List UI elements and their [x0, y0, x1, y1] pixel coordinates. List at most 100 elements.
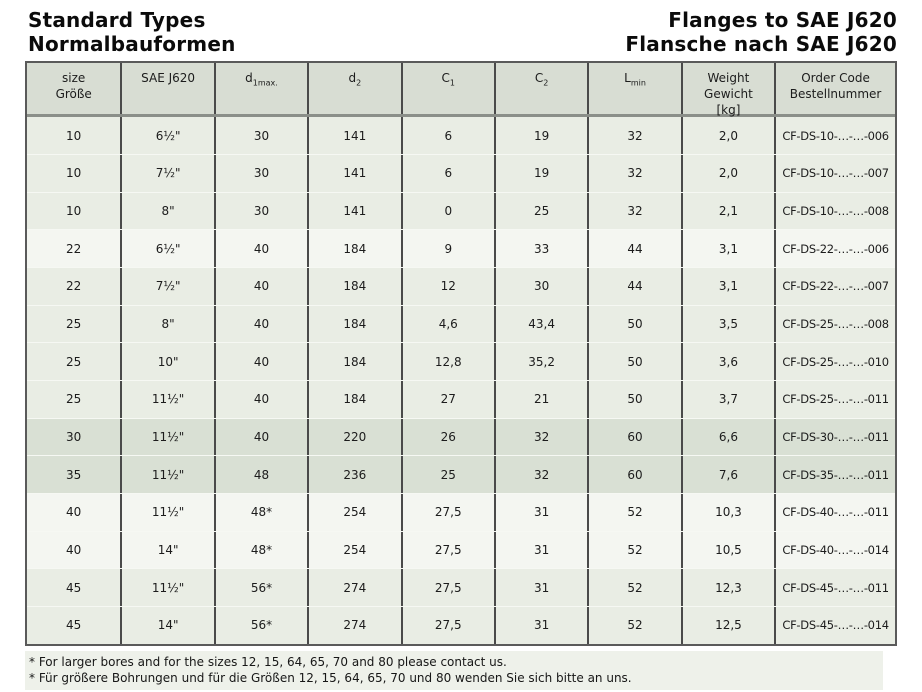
cell-size: 10	[27, 192, 121, 230]
cell-c2: 21	[493, 381, 588, 418]
cell-c1: 26	[400, 418, 494, 456]
cell-weight: 2,0	[680, 154, 775, 192]
cell-size: 40	[27, 531, 121, 569]
cell-c2: 32	[493, 456, 588, 494]
cell-weight: 3,1	[680, 267, 775, 305]
table-row: 22 7½" 40 184 12 30 44 3,1 CF-DS-22-…-…-007	[27, 266, 895, 305]
cell-c2: 31	[493, 531, 588, 569]
cell-d2: 184	[307, 343, 401, 380]
cell-d2: 254	[307, 494, 401, 531]
cell-d1max: 48*	[213, 494, 308, 531]
cell-d2: 274	[307, 569, 401, 607]
cell-d2: 184	[307, 305, 401, 343]
cell-sae-j620: 14"	[120, 531, 214, 569]
table-row: 10 7½" 30 141 6 19 32 2,0 CF-DS-10-…-…-007	[27, 153, 895, 192]
cell-c2: 31	[493, 569, 588, 607]
cell-lmin: 60	[587, 456, 681, 494]
cell-weight: 3,7	[680, 381, 775, 418]
cell-c1: 4,6	[400, 305, 494, 343]
cell-c1: 27,5	[400, 531, 494, 569]
cell-c1: 27,5	[400, 607, 494, 644]
cell-sae-j620: 8"	[120, 192, 214, 230]
table-row: 30 11½" 40 220 26 32 60 6,6 CF-DS-30-…-…-011	[27, 417, 895, 456]
cell-sae-j620: 11½"	[120, 494, 214, 531]
cell-sae-j620: 11½"	[120, 418, 214, 456]
cell-d2: 220	[307, 418, 401, 456]
cell-size: 22	[27, 267, 121, 305]
cell-c2: 30	[493, 267, 588, 305]
cell-c1: 12,8	[400, 343, 494, 380]
table-row: 40 11½" 48* 254 27,5 31 52 10,3 CF-DS-40-…-…-011	[27, 493, 895, 531]
header-cell-sae-j620: SAE J620	[120, 63, 213, 115]
cell-c2: 32	[493, 418, 588, 456]
table-row: 25 8" 40 184 4,6 43,4 50 3,5 CF-DS-25-…-…-008	[27, 304, 895, 343]
cell-weight: 6,6	[680, 418, 775, 456]
page-title-en: Standard Types	[28, 8, 206, 32]
cell-weight: 12,5	[680, 607, 775, 644]
cell-d1max: 40	[213, 381, 308, 418]
cell-c1: 25	[400, 456, 494, 494]
cell-size: 35	[27, 456, 121, 494]
table-header-row: size Größe SAE J620 d1max. d2 C1 C2 Lmin Weight G…	[27, 63, 895, 118]
cell-c1: 27,5	[400, 569, 494, 607]
cell-order-code: CF-DS-22-…-…-006	[774, 230, 895, 267]
table-row: 40 14" 48* 254 27,5 31 52 10,5 CF-DS-40-…-…-014	[27, 530, 895, 569]
cell-order-code: CF-DS-40-…-…-014	[774, 531, 895, 569]
cell-weight: 3,1	[680, 230, 775, 267]
header-cell-order-code: Order Code Bestellnummer	[774, 63, 895, 115]
cell-d1max: 40	[213, 305, 308, 343]
cell-weight: 7,6	[680, 456, 775, 494]
cell-c1: 6	[400, 154, 494, 192]
header-cell-size: size Größe	[55, 71, 92, 102]
table-row: 45 14" 56* 274 27,5 31 52 12,5 CF-DS-45-…-…-014	[27, 606, 895, 644]
cell-weight: 2,1	[680, 192, 775, 230]
table-row: 25 11½" 40 184 27 21 50 3,7 CF-DS-25-…-…-011	[27, 380, 895, 418]
cell-sae-j620: 6½"	[120, 230, 214, 267]
cell-order-code: CF-DS-10-…-…-008	[774, 192, 895, 230]
cell-c2: 19	[493, 117, 588, 154]
cell-c1: 0	[400, 192, 494, 230]
cell-order-code: CF-DS-40-…-…-011	[774, 494, 895, 531]
header-cell-weight: Weight Gewicht [kg]	[680, 63, 774, 117]
cell-d2: 274	[307, 607, 401, 644]
cell-lmin: 32	[587, 192, 681, 230]
cell-d1max: 56*	[213, 607, 308, 644]
cell-d2: 184	[307, 267, 401, 305]
cell-lmin: 52	[587, 569, 681, 607]
cell-size: 25	[27, 381, 121, 418]
page-title-left: Standard Types Normalbauformen	[28, 8, 236, 56]
cell-size: 45	[27, 569, 121, 607]
cell-d1max: 40	[213, 267, 308, 305]
table-row: 45 11½" 56* 274 27,5 31 52 12,3 CF-DS-45-…-…-011	[27, 568, 895, 607]
cell-size: 10	[27, 154, 121, 192]
cell-order-code: CF-DS-25-…-…-010	[774, 343, 895, 380]
cell-size: 25	[27, 343, 121, 380]
cell-lmin: 52	[587, 607, 681, 644]
header-cell-d2: d2	[307, 63, 400, 115]
table-row: 10 8" 30 141 0 25 32 2,1 CF-DS-10-…-…-008	[27, 191, 895, 230]
cell-d2: 254	[307, 531, 401, 569]
cell-weight: 3,5	[680, 305, 775, 343]
cell-weight: 10,3	[680, 494, 775, 531]
cell-c1: 27	[400, 381, 494, 418]
header-cell-d1max: d1max.	[213, 63, 307, 115]
table-row: 22 6½" 40 184 9 33 44 3,1 CF-DS-22-…-…-006	[27, 229, 895, 267]
cell-weight: 12,3	[680, 569, 775, 607]
cell-sae-j620: 6½"	[120, 117, 214, 154]
cell-order-code: CF-DS-25-…-…-008	[774, 305, 895, 343]
cell-size: 40	[27, 494, 121, 531]
cell-order-code: CF-DS-25-…-…-011	[774, 381, 895, 418]
cell-d2: 236	[307, 456, 401, 494]
cell-size: 10	[27, 117, 121, 154]
cell-lmin: 44	[587, 267, 681, 305]
page-title-right: Flanges to SAE J620 Flansche nach SAE J6…	[625, 8, 897, 56]
cell-weight: 10,5	[680, 531, 775, 569]
cell-order-code: CF-DS-10-…-…-006	[774, 117, 895, 154]
cell-weight: 2,0	[680, 117, 775, 154]
cell-c1: 6	[400, 117, 494, 154]
cell-lmin: 44	[587, 230, 681, 267]
cell-sae-j620: 10"	[120, 343, 214, 380]
cell-d1max: 40	[213, 418, 308, 456]
table-row: 10 6½" 30 141 6 19 32 2,0 CF-DS-10-…-…-006	[27, 117, 895, 154]
